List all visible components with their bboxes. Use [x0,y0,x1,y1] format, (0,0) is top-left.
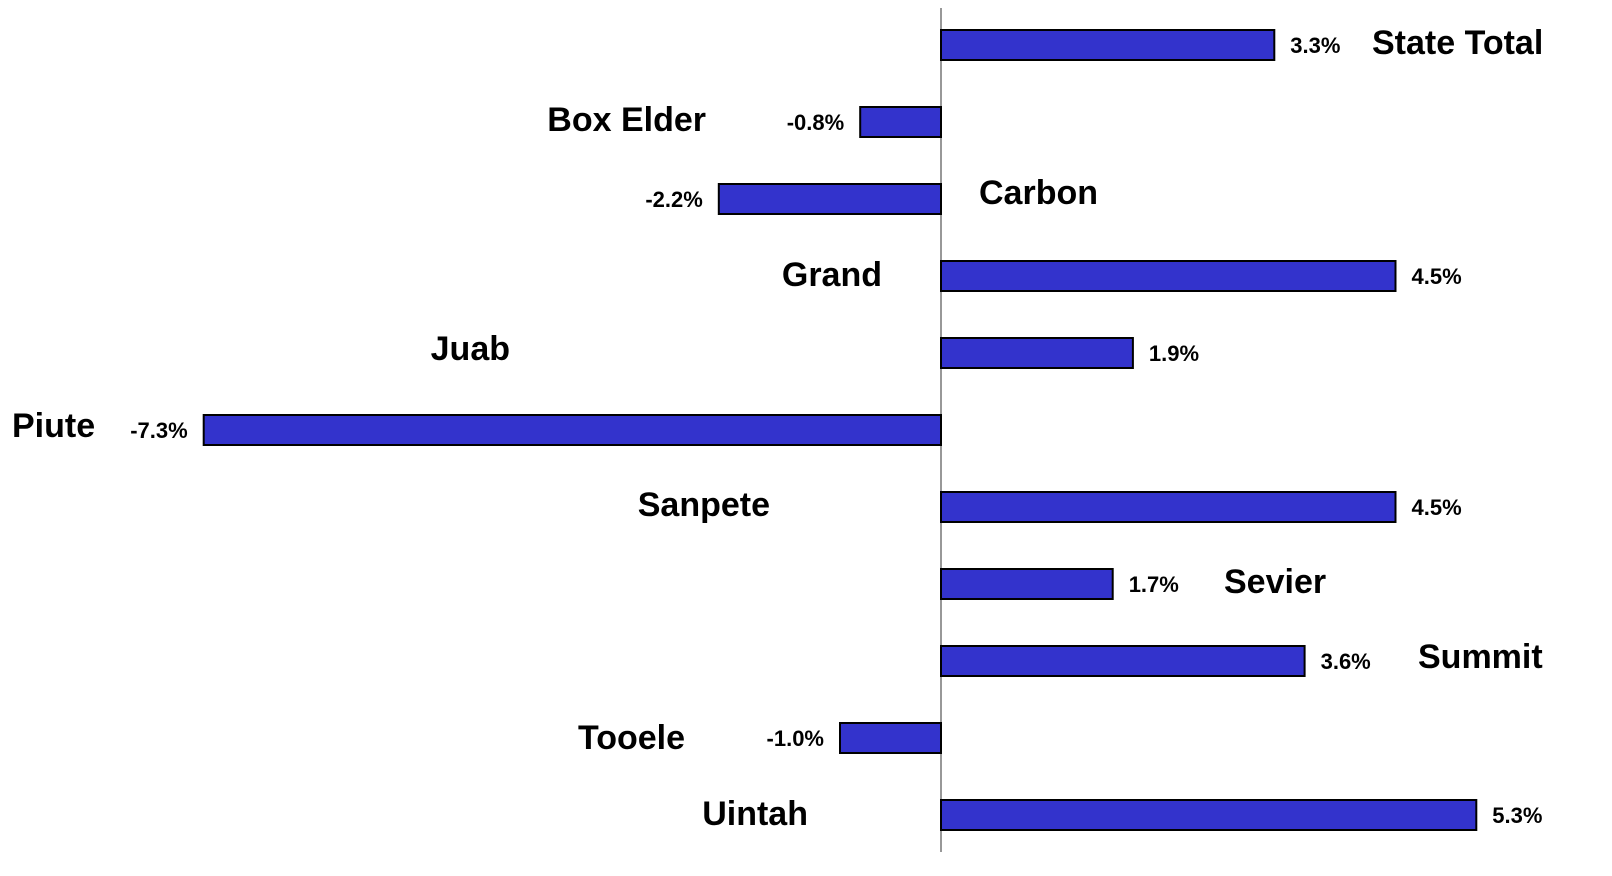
bar [940,568,1114,600]
bar [940,29,1276,61]
bar [940,337,1134,369]
bar [940,491,1397,523]
category-label: Grand [782,256,882,294]
value-label: 1.7% [1129,572,1179,597]
category-label: Box Elder [547,101,706,139]
category-label: State Total [1372,24,1543,62]
bar [717,183,942,215]
value-label: -1.0% [767,726,824,751]
category-label: Juab [431,330,510,368]
category-label: Tooele [578,719,685,757]
category-label: Sevier [1224,563,1326,601]
value-label: -0.8% [787,110,844,135]
category-label: Uintah [702,795,808,833]
bar [940,645,1306,677]
value-label: 4.5% [1412,495,1462,520]
value-label: -7.3% [130,418,187,443]
bar [859,106,943,138]
value-label: 1.9% [1149,341,1199,366]
bar [940,260,1397,292]
value-label: -2.2% [645,187,702,212]
category-label: Summit [1418,638,1543,676]
bar [202,414,942,446]
category-label: Carbon [979,174,1098,212]
value-label: 3.3% [1290,33,1340,58]
value-label: 5.3% [1492,803,1542,828]
category-label: Piute [12,407,95,445]
bar [940,799,1478,831]
value-label: 4.5% [1412,264,1462,289]
value-label: 3.6% [1321,649,1371,674]
category-label: Sanpete [638,486,770,524]
bar [839,722,942,754]
